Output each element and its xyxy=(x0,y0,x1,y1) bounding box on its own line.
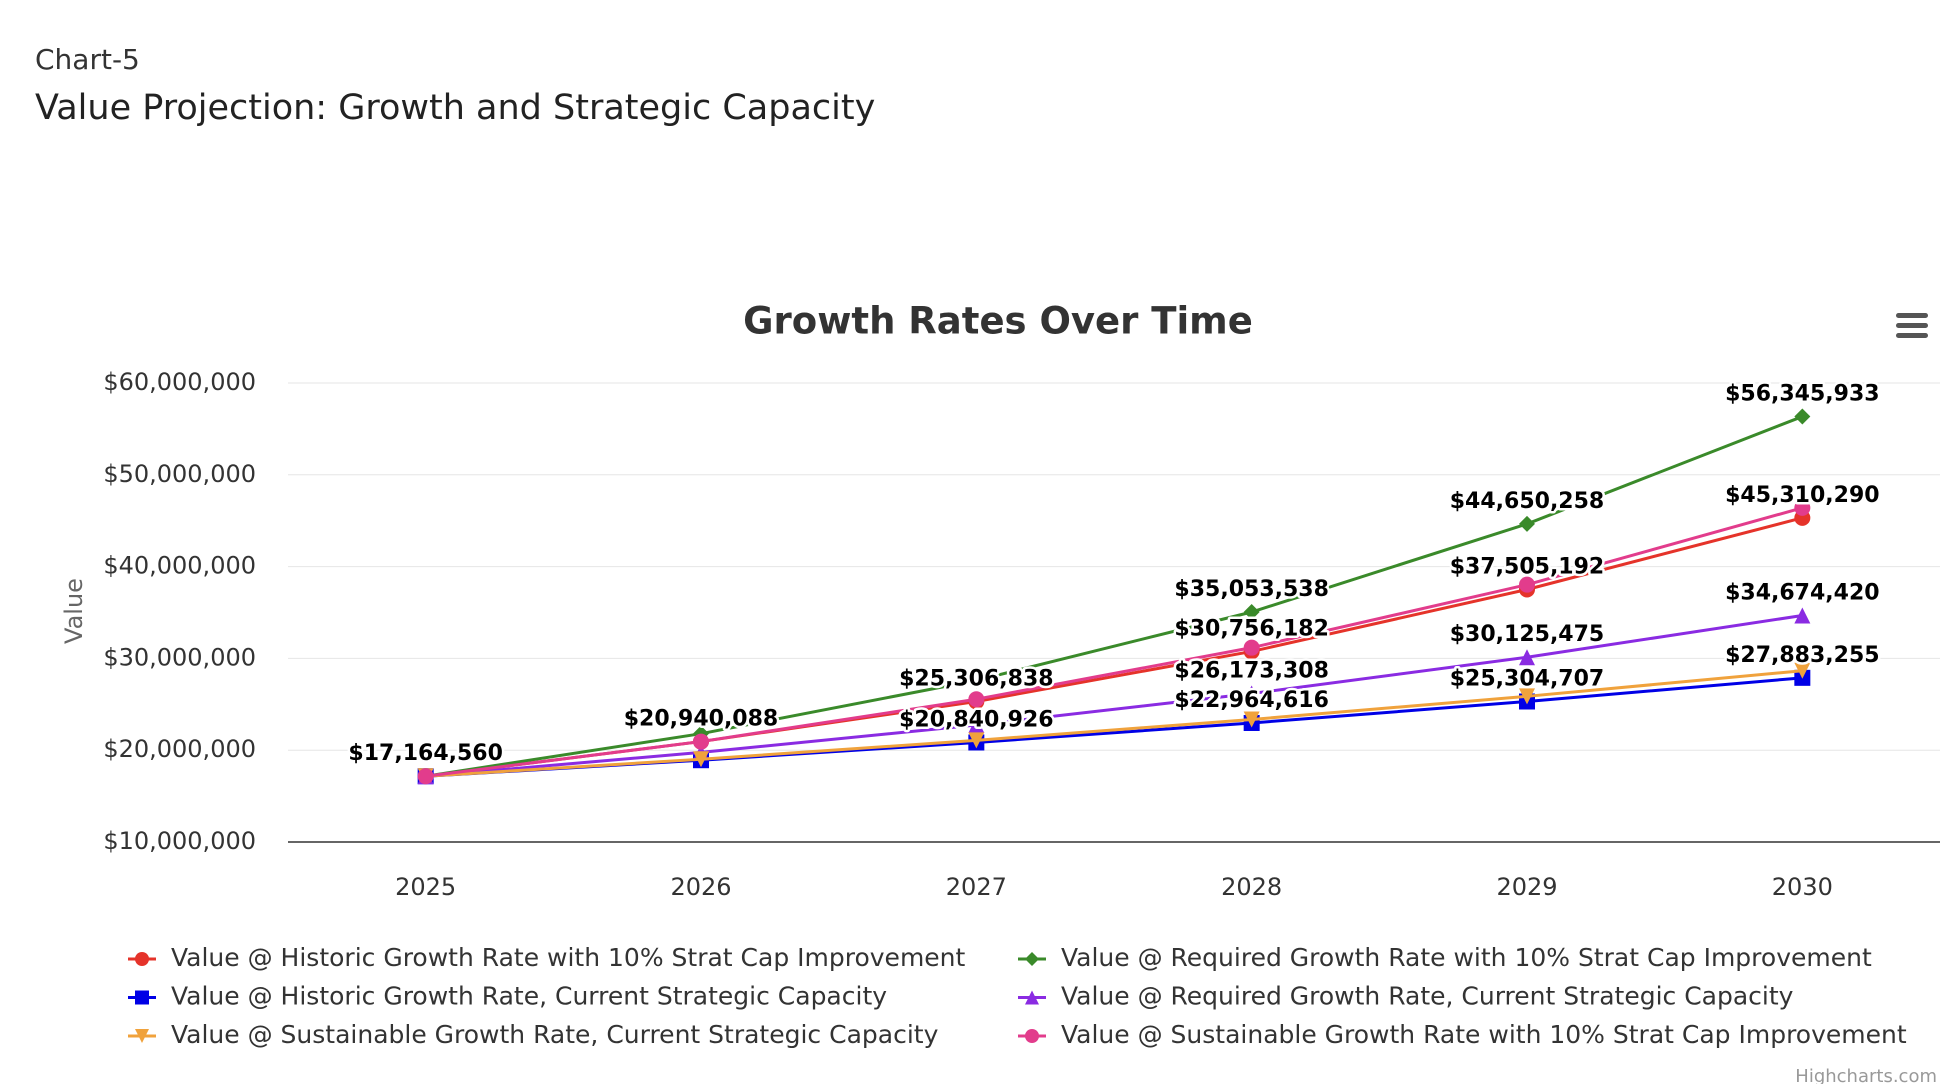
marker xyxy=(417,768,434,785)
legend-item[interactable]: Value @ Historic Growth Rate, Current St… xyxy=(128,982,887,1011)
legend-item[interactable]: Value @ Required Growth Rate, Current St… xyxy=(1018,982,1794,1011)
data-label: $27,883,255 xyxy=(1725,643,1879,668)
menu-bar xyxy=(1896,313,1928,318)
legend-item[interactable]: Value @ Sustainable Growth Rate with 10%… xyxy=(1018,1020,1907,1049)
marker xyxy=(1794,408,1811,425)
x-tick-label: 2028 xyxy=(1221,873,1282,901)
y-tick-label: $50,000,000 xyxy=(103,460,256,488)
marker xyxy=(968,672,985,689)
series-line xyxy=(425,669,1803,778)
chart-title: Growth Rates Over Time xyxy=(743,300,1253,343)
marker xyxy=(1519,515,1535,532)
y-tick-label: $10,000,000 xyxy=(103,827,256,855)
data-label: $20,840,926 xyxy=(899,707,1053,732)
y-tick-label: $20,000,000 xyxy=(103,735,256,763)
menu-button[interactable] xyxy=(1896,313,1928,338)
data-label: $45,310,290 xyxy=(1725,483,1879,508)
legend-item[interactable]: Value @ Historic Growth Rate with 10% St… xyxy=(128,943,966,972)
x-tick-label: 2027 xyxy=(946,873,1007,901)
marker xyxy=(1794,607,1811,624)
x-tick-label: 2029 xyxy=(1496,873,1557,901)
data-label: $30,125,475 xyxy=(1450,622,1604,647)
series-line xyxy=(425,506,1803,778)
marker xyxy=(1243,604,1260,621)
data-label: $30,756,182 xyxy=(1174,616,1328,641)
marker xyxy=(1519,688,1535,705)
menu-bar xyxy=(1896,323,1928,328)
data-label: $26,173,308 xyxy=(1174,659,1328,684)
marker xyxy=(1519,576,1535,593)
y-tick-label: $40,000,000 xyxy=(103,552,256,580)
legend-label: Value @ Sustainable Growth Rate, Current… xyxy=(171,1020,939,1049)
marker xyxy=(1025,952,1039,966)
menu-bar xyxy=(1896,333,1928,338)
data-label: $56,345,933 xyxy=(1725,382,1879,407)
marker xyxy=(968,717,985,734)
credits: Highcharts.com xyxy=(1795,1066,1937,1084)
page-title: Value Projection: Growth and Strategic C… xyxy=(35,88,875,128)
marker xyxy=(135,1029,149,1043)
marker xyxy=(1025,1029,1039,1043)
y-tick-label: $30,000,000 xyxy=(103,643,256,671)
data-label: $22,964,616 xyxy=(1174,688,1328,713)
marker xyxy=(135,990,149,1005)
series-line xyxy=(425,614,1803,778)
legend-label: Value @ Historic Growth Rate with 10% St… xyxy=(171,943,966,972)
series-line xyxy=(425,415,1803,778)
legend-label: Value @ Historic Growth Rate, Current St… xyxy=(171,982,887,1011)
marker xyxy=(968,732,985,749)
marker xyxy=(693,751,709,768)
data-label: $35,053,538 xyxy=(1174,577,1328,602)
data-label: $34,674,420 xyxy=(1725,580,1879,605)
x-tick-label: 2030 xyxy=(1772,873,1833,901)
marker xyxy=(1243,685,1260,702)
marker xyxy=(1794,499,1811,516)
x-tick-label: 2026 xyxy=(670,873,731,901)
legend-item[interactable]: Value @ Sustainable Growth Rate, Current… xyxy=(128,1020,939,1049)
data-label: $37,505,192 xyxy=(1450,555,1604,580)
y-axis-label: Value xyxy=(60,578,88,644)
legend-label: Value @ Required Growth Rate with 10% St… xyxy=(1061,943,1872,972)
legend-item[interactable]: Value @ Required Growth Rate with 10% St… xyxy=(1018,943,1872,972)
data-label: $20,940,088 xyxy=(624,707,778,732)
y-tick-label: $60,000,000 xyxy=(103,368,256,396)
marker xyxy=(968,691,985,708)
data-label: $17,164,560 xyxy=(348,741,502,766)
legend-label: Value @ Sustainable Growth Rate with 10%… xyxy=(1061,1020,1907,1049)
marker xyxy=(693,733,709,750)
legend-label: Value @ Required Growth Rate, Current St… xyxy=(1061,982,1794,1011)
marker xyxy=(135,952,149,966)
data-label: $25,306,838 xyxy=(899,666,1053,691)
marker xyxy=(1794,662,1811,679)
marker xyxy=(1519,649,1535,666)
chart-label: Chart-5 xyxy=(35,43,140,76)
data-label: $44,650,258 xyxy=(1450,489,1604,514)
marker xyxy=(1243,639,1260,656)
x-tick-label: 2025 xyxy=(395,873,456,901)
data-label: $25,304,707 xyxy=(1450,667,1604,692)
marker xyxy=(1243,711,1260,728)
marker xyxy=(1025,990,1039,1005)
